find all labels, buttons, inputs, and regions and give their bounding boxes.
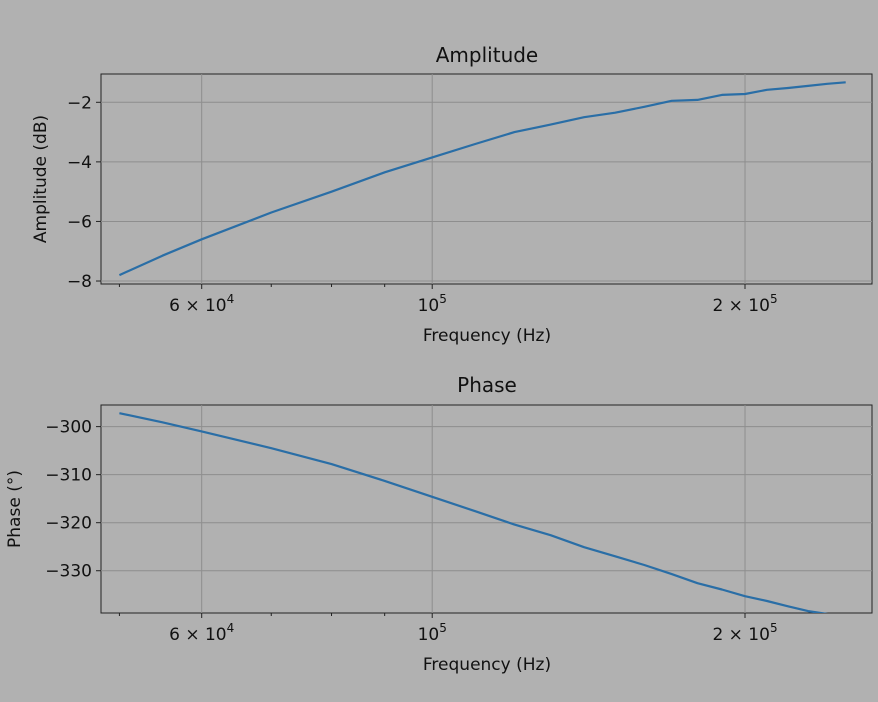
amplitude-title: Amplitude <box>436 43 539 67</box>
phase-series-line <box>119 412 828 613</box>
amplitude-y-tick-label: −6 <box>67 212 92 232</box>
phase-y-tick-label: −330 <box>45 562 92 582</box>
phase-y-tick-label: −310 <box>45 466 92 486</box>
amplitude-xlabel: Frequency (Hz) <box>423 326 551 346</box>
amplitude-y-tick-label: −2 <box>67 93 92 113</box>
amplitude-series-line <box>118 81 846 277</box>
amplitude-grid <box>101 74 872 284</box>
amplitude-y-tick-label: −8 <box>67 272 92 292</box>
phase-x-tick-label: 105 <box>418 621 447 645</box>
phase-xlabel: Frequency (Hz) <box>423 655 551 675</box>
amplitude-x-tick-label: 6 × 104 <box>169 292 234 316</box>
phase-y-tick-label: −300 <box>45 418 92 438</box>
phase-y-tick-label: −320 <box>45 514 92 534</box>
amplitude-ylabel: Amplitude (dB) <box>31 115 51 243</box>
phase-ticks: 6 × 104 105 2 × 105 −300 −310 −320 −330 <box>45 418 777 645</box>
amplitude-axes-frame <box>100 73 873 285</box>
amplitude-lines <box>118 81 846 277</box>
phase-axes-frame <box>100 404 873 614</box>
amplitude-x-tick-label: 2 × 105 <box>712 292 777 316</box>
amplitude-subplot: 6 × 104 105 2 × 105 −2 −4 −6 −8 Amplitude Freq… <box>31 43 873 346</box>
phase-x-tick-label: 6 × 104 <box>169 621 234 645</box>
phase-ylabel: Phase (°) <box>5 470 25 548</box>
phase-grid <box>101 405 872 613</box>
phase-title: Phase <box>457 373 517 397</box>
phase-x-tick-label: 2 × 105 <box>712 621 777 645</box>
phase-subplot: 6 × 104 105 2 × 105 −300 −310 −320 −330 Phase … <box>5 373 873 675</box>
amplitude-y-tick-label: −4 <box>67 153 92 173</box>
phase-lines <box>119 412 828 613</box>
amplitude-x-tick-label: 105 <box>418 292 447 316</box>
amplitude-ticks: 6 × 104 105 2 × 105 −2 −4 −6 −8 <box>67 93 778 316</box>
